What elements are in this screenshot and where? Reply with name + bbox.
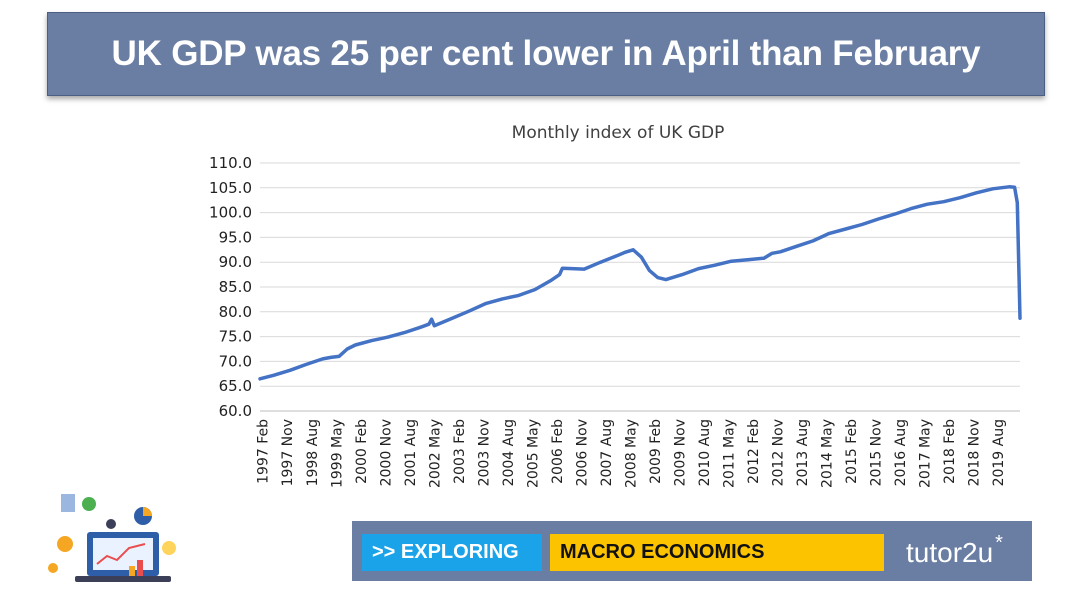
x-tick-label: 2012 Feb	[746, 419, 762, 484]
topic-badge: MACRO ECONOMICS	[550, 534, 884, 571]
x-tick-label: 2006 Feb	[550, 419, 566, 484]
y-tick-label: 110.0	[209, 154, 252, 172]
document-icon	[61, 494, 75, 512]
y-tick-label: 70.0	[219, 352, 252, 370]
chart-gridlines	[260, 162, 1020, 412]
laptop-base	[75, 576, 171, 582]
y-tick-label: 80.0	[219, 303, 252, 321]
y-tick-label: 105.0	[209, 179, 252, 197]
y-tick-label: 100.0	[209, 204, 252, 222]
y-tick-label: 75.0	[219, 328, 252, 346]
bitcoin-icon	[57, 536, 73, 552]
person-icon	[106, 519, 116, 529]
x-tick-label: 2015 Feb	[844, 419, 860, 484]
y-axis-ticks: 60.0 65.0 70.0 75.0 80.0 85.0 90.0 95.0 100.0 105…	[209, 154, 252, 420]
exploring-badge: >> EXPLORING	[362, 534, 542, 571]
y-tick-label: 60.0	[219, 402, 252, 420]
x-tick-label: 1997 Feb	[256, 419, 272, 484]
x-tick-label: 2004 Aug	[501, 419, 517, 486]
x-tick-label: 2000 Nov	[378, 419, 394, 486]
x-tick-label: 2001 Aug	[403, 419, 419, 486]
y-tick-label: 95.0	[219, 228, 252, 246]
x-tick-label: 1999 May	[329, 419, 345, 488]
x-tick-label: 2015 Nov	[869, 419, 885, 486]
x-tick-label: 2006 Nov	[574, 419, 590, 486]
x-tick-label: 2010 Aug	[697, 419, 713, 486]
x-tick-label: 1997 Nov	[280, 419, 296, 486]
bar-icon-1	[129, 566, 135, 576]
x-tick-label: 2003 Nov	[476, 419, 492, 486]
x-tick-label: 2012 Nov	[771, 419, 787, 486]
x-tick-label: 2005 May	[525, 419, 541, 488]
x-tick-label: 2017 May	[918, 419, 934, 488]
gear-icon	[48, 563, 58, 573]
x-tick-label: 2002 May	[427, 419, 443, 488]
x-tick-label: 2009 Feb	[648, 419, 664, 484]
x-tick-label: 2009 Nov	[672, 419, 688, 486]
x-tick-label: 2003 Feb	[452, 419, 468, 484]
y-tick-label: 90.0	[219, 253, 252, 271]
x-tick-label: 2011 May	[722, 419, 738, 488]
gdp-series-line	[258, 185, 1022, 381]
title-banner: UK GDP was 25 per cent lower in April th…	[47, 12, 1045, 96]
x-tick-label: 2008 May	[623, 419, 639, 488]
x-tick-label: 2018 Nov	[967, 419, 983, 486]
series-layer	[258, 185, 1022, 381]
screen-chart-line	[96, 543, 146, 565]
euro-icon	[162, 541, 176, 555]
brand-mark-icon: *	[995, 532, 1003, 554]
bar-icon-2	[137, 560, 143, 576]
x-tick-label: 1998 Aug	[305, 419, 321, 486]
pie-slice	[143, 507, 152, 516]
chart-title: Monthly index of UK GDP	[512, 123, 725, 143]
economics-illustration	[48, 494, 176, 582]
brand-logo: tutor2u *	[906, 532, 1003, 571]
x-tick-label: 2019 Aug	[991, 419, 1007, 486]
x-tick-label: 2014 May	[820, 419, 836, 488]
slide-title: UK GDP was 25 per cent lower in April th…	[111, 34, 981, 73]
dollar-icon	[82, 497, 96, 511]
y-tick-label: 85.0	[219, 278, 252, 296]
x-tick-label: 2018 Feb	[942, 419, 958, 484]
x-tick-label: 2000 Feb	[354, 419, 370, 484]
x-tick-label: 2016 Aug	[893, 419, 909, 486]
x-tick-label: 2007 Aug	[599, 419, 615, 486]
y-tick-label: 65.0	[219, 377, 252, 395]
x-axis-ticks: 1997 Feb 1997 Nov 1998 Aug 1999 May 2000 Feb…	[256, 419, 1007, 488]
brand-name: tutor2u	[906, 536, 994, 568]
x-tick-label: 2013 Aug	[795, 419, 811, 486]
